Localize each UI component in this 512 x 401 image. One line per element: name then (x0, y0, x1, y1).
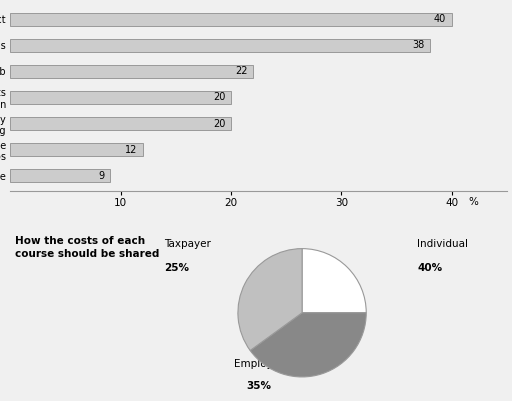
Text: 22: 22 (235, 66, 247, 76)
Bar (10, 117, 231, 130)
Text: 38: 38 (412, 40, 424, 50)
Text: 25%: 25% (164, 263, 189, 273)
Text: 40: 40 (434, 14, 446, 24)
Text: 12: 12 (125, 145, 137, 155)
Bar (10, 65, 253, 78)
Text: Employer: Employer (234, 359, 283, 369)
Wedge shape (302, 249, 366, 313)
Text: %: % (468, 197, 478, 207)
Text: How the costs of each
course should be shared: How the costs of each course should be s… (15, 236, 160, 259)
Text: 9: 9 (98, 171, 104, 181)
Text: Taxpayer: Taxpayer (164, 239, 211, 249)
Text: 40%: 40% (417, 263, 442, 273)
Bar (10, 12, 452, 26)
Text: 35%: 35% (246, 381, 271, 391)
Wedge shape (238, 249, 302, 350)
Text: 20: 20 (213, 93, 225, 103)
Bar (10, 169, 110, 182)
Bar (10, 143, 143, 156)
Text: 20: 20 (213, 119, 225, 129)
Wedge shape (250, 313, 366, 377)
Bar (10, 91, 231, 104)
Bar (10, 38, 430, 52)
Text: Individual: Individual (417, 239, 468, 249)
